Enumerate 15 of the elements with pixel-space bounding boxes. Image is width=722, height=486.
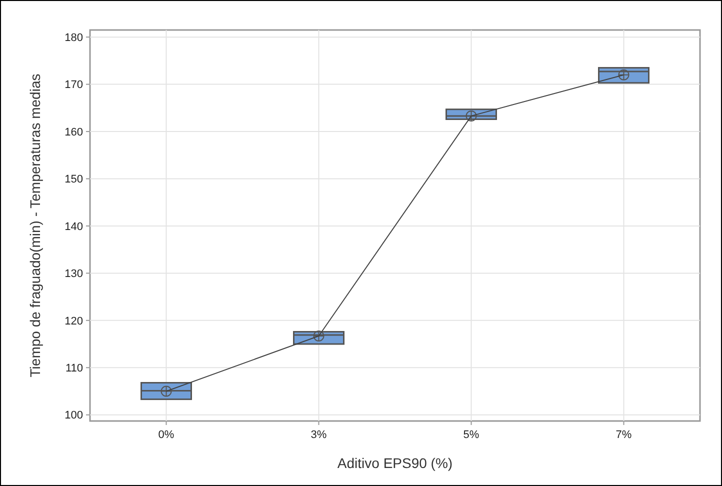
y-tick-label: 110 bbox=[65, 362, 83, 374]
x-tick-label: 7% bbox=[616, 429, 632, 441]
y-axis-title: Tiempo de fraguado(min) - Temperaturas medias bbox=[27, 74, 43, 378]
y-tick-label: 160 bbox=[64, 126, 83, 138]
y-tick-label: 140 bbox=[64, 220, 83, 233]
x-tick-label: 5% bbox=[463, 429, 480, 441]
y-tick-label: 130 bbox=[64, 268, 83, 280]
y-tick-label: 150 bbox=[64, 174, 83, 186]
x-tick-label: 3% bbox=[310, 429, 327, 441]
x-tick-label: 0% bbox=[158, 429, 174, 441]
y-tick-label: 100 bbox=[64, 410, 83, 422]
y-tick-label: 120 bbox=[64, 315, 83, 328]
y-tick-label: 180 bbox=[64, 32, 83, 44]
x-axis-title: Aditivo EPS90 (%) bbox=[337, 455, 453, 471]
y-tick-label: 170 bbox=[64, 79, 83, 92]
